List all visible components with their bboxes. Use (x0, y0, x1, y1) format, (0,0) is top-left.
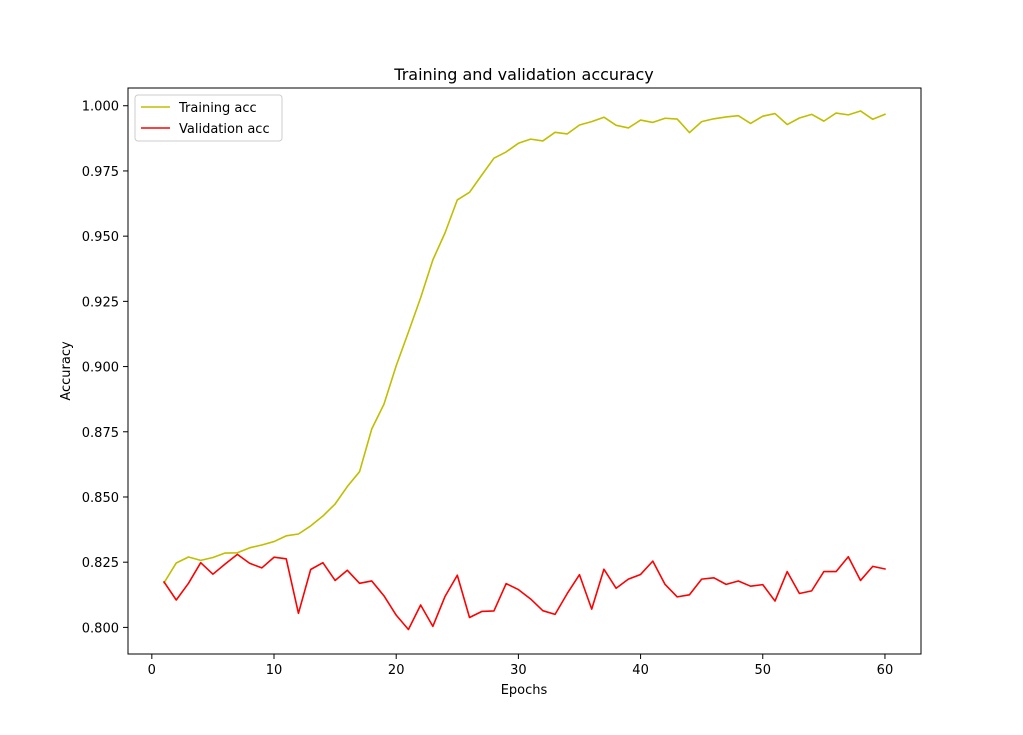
x-tick-label: 0 (148, 663, 156, 678)
x-tick-label: 60 (877, 663, 894, 678)
y-tick-label: 0.875 (82, 426, 119, 441)
x-tick-label: 40 (632, 663, 649, 678)
legend-label: Training acc (178, 101, 257, 116)
y-tick-label: 0.825 (82, 556, 119, 571)
y-tick-label: 0.900 (82, 361, 119, 376)
legend-label: Validation acc (179, 122, 270, 137)
y-tick-label: 0.975 (82, 165, 119, 180)
plot-background (128, 88, 921, 654)
chart-title: Training and validation accuracy (393, 65, 653, 84)
series-line-validation-acc (162, 553, 886, 631)
plot-area (127, 87, 922, 655)
legend-box (134, 94, 283, 142)
series-layer (162, 110, 886, 631)
x-tick-label: 20 (388, 663, 405, 678)
y-tick-label: 1.000 (82, 100, 119, 115)
y-tick-label: 0.850 (82, 491, 119, 506)
x-tick-label: 50 (754, 663, 771, 678)
y-axis-label: Accuracy (59, 341, 74, 401)
x-tick-label: 30 (510, 663, 527, 678)
x-tick-label: 10 (266, 663, 283, 678)
y-tick-label: 0.925 (82, 295, 119, 310)
x-axis-label: Epochs (501, 683, 548, 698)
y-tick-label: 0.950 (82, 230, 119, 245)
y-axis: 0.800 0.825 0.850 0.875 0.900 0.925 0.950 0.975… (82, 100, 128, 636)
y-tick-label: 0.800 (82, 621, 119, 636)
series-line-training-acc (162, 110, 886, 584)
x-axis: 0 10 20 30 40 50 60 (148, 654, 894, 678)
plot-frame (127, 87, 922, 655)
legend: Training acc Validation acc (134, 94, 283, 142)
